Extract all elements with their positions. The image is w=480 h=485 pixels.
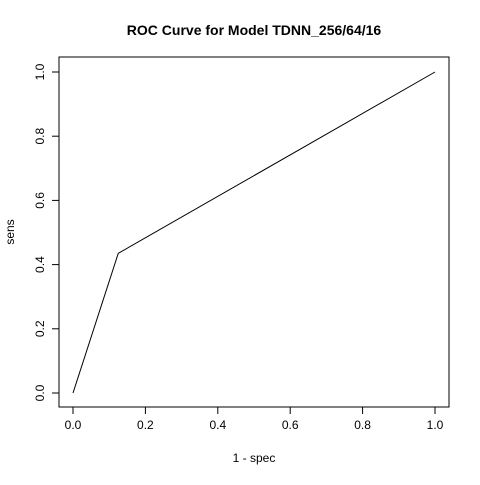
y-tick-label: 0.0 [33, 384, 47, 401]
y-tick-label: 1.0 [33, 63, 47, 80]
x-tick-label: 0.0 [65, 418, 82, 432]
y-axis-label: sens [3, 219, 17, 244]
x-tick-label: 1.0 [427, 418, 444, 432]
y-tick-label: 0.6 [33, 192, 47, 209]
y-tick-label: 0.2 [33, 320, 47, 337]
y-tick-label: 0.4 [33, 256, 47, 273]
x-axis-label: 1 - spec [233, 451, 276, 465]
x-tick-label: 0.6 [282, 418, 299, 432]
y-tick-label: 0.8 [33, 128, 47, 145]
x-tick-label: 0.2 [137, 418, 154, 432]
chart-title: ROC Curve for Model TDNN_256/64/16 [127, 22, 382, 38]
x-tick-label: 0.8 [354, 418, 371, 432]
x-tick-label: 0.4 [209, 418, 226, 432]
